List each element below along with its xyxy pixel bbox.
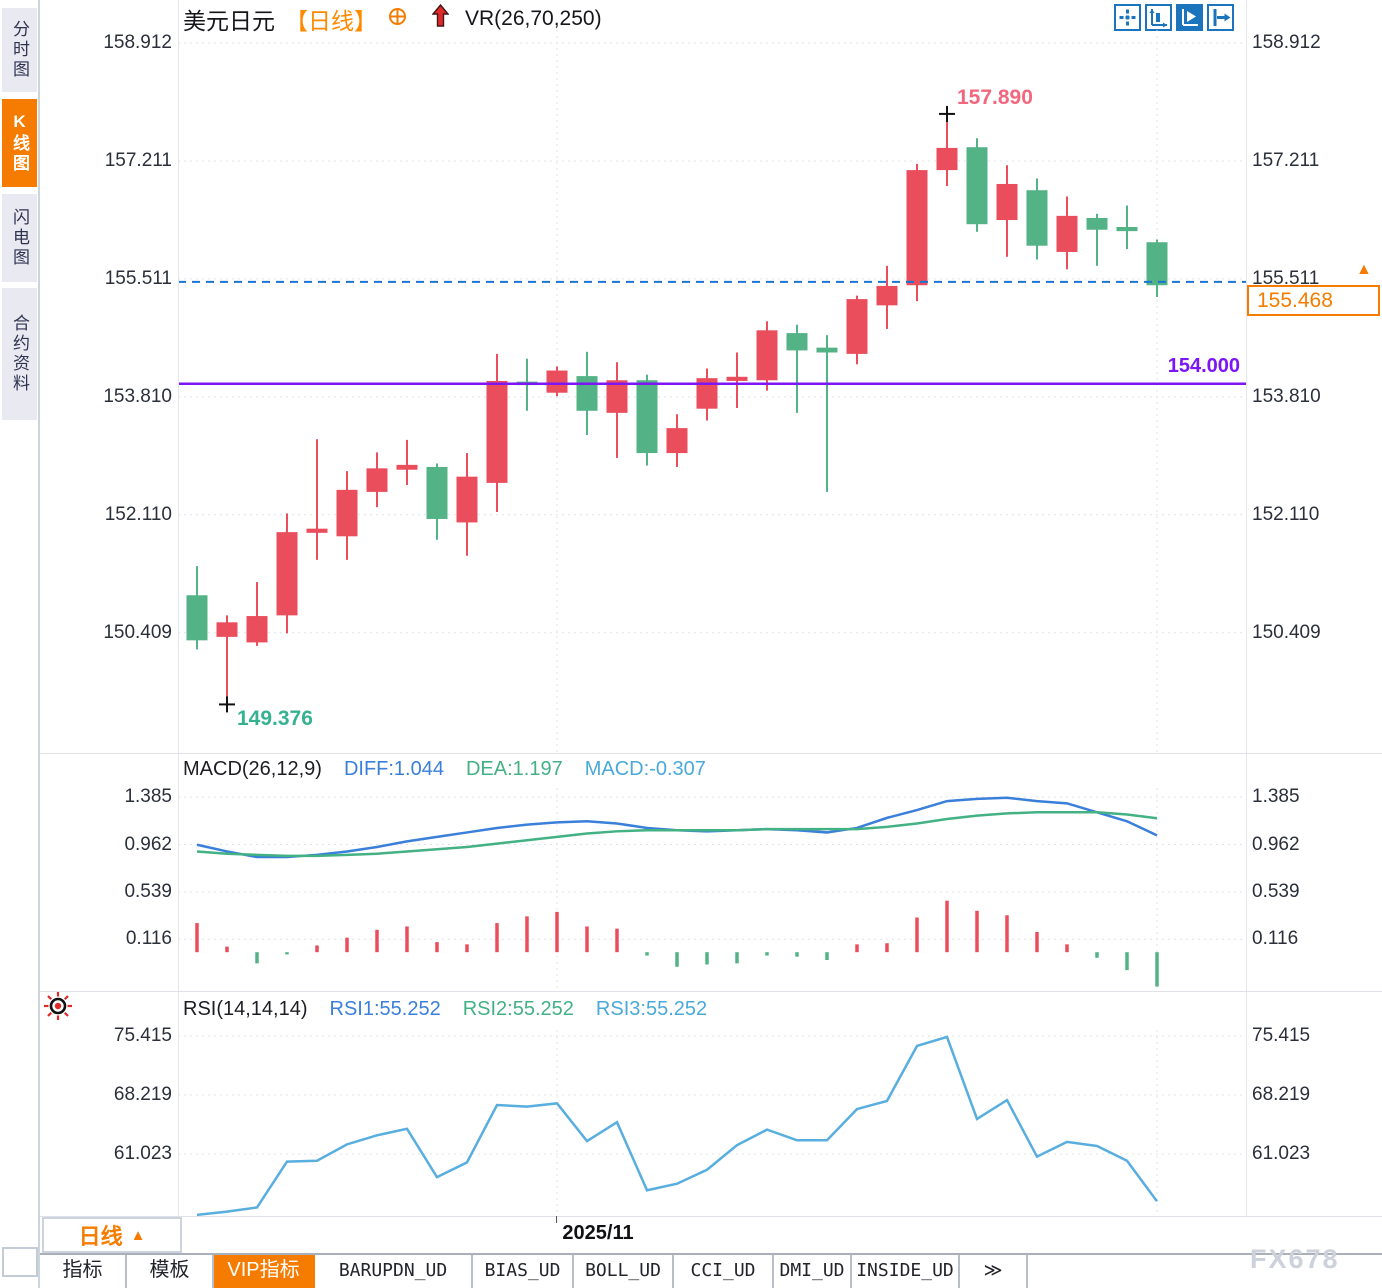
period-button-arrow-icon: ▲: [130, 1226, 146, 1244]
macd-title: MACD(26,12,9): [183, 758, 322, 780]
axis-tick-label: 75.415: [113, 1025, 172, 1047]
tab-bias_ud[interactable]: BIAS_UD: [473, 1255, 574, 1288]
vr-indicator-label: VR(26,70,250): [465, 7, 602, 30]
month-label: 2025/11: [562, 1222, 634, 1244]
axis-tick-label: 153.810: [1252, 385, 1321, 407]
macd-header: MACD(26,12,9) DIFF:1.044 DEA:1.197 MACD:…: [183, 758, 706, 781]
axis-tick-label: 152.110: [104, 503, 172, 525]
axis-tick-label: 158.912: [103, 32, 172, 54]
axis-tick-label: 1.385: [1252, 786, 1300, 808]
axis-tick-label: 68.219: [113, 1084, 172, 1105]
indicator-tabbar: 指标 模板 VIP指标 BARUPDN_UD BIAS_UD BOLL_UD CCI_UD D…: [40, 1253, 1382, 1288]
rsi-header: RSI(14,14,14) RSI1:55.252 RSI2:55.252 RS…: [183, 998, 707, 1021]
period-selector-button[interactable]: 日线 ▲: [42, 1217, 182, 1253]
axis-play-icon[interactable]: [1176, 4, 1203, 31]
axis-tick-label: 68.219: [1252, 1084, 1311, 1105]
sun-marker-icon[interactable]: [42, 990, 74, 1027]
axis-tick-label: 61.023: [113, 1143, 172, 1164]
axis-tick-label: 153.810: [103, 385, 172, 407]
symbol-title: 美元日元: [183, 8, 275, 34]
low-price-label: 149.376: [237, 707, 313, 730]
time-axis-border: [40, 1216, 1382, 1217]
tab-dmi_ud[interactable]: DMI_UD: [774, 1255, 852, 1288]
tab-模板[interactable]: 模板: [127, 1255, 214, 1288]
axis-tick-label: 150.409: [1252, 621, 1321, 643]
candlestick-chart[interactable]: [178, 30, 1246, 752]
axis-tick-label: 150.409: [103, 621, 172, 643]
axis-tick-label: 0.116: [125, 928, 172, 950]
panel-separator-2: [40, 991, 1382, 992]
macd-chart[interactable]: [178, 788, 1246, 988]
axis-zoom-icon[interactable]: [1145, 4, 1172, 31]
current-price-box: 155.468: [1247, 285, 1380, 316]
tab-barupdn_ud[interactable]: BARUPDN_UD: [315, 1255, 473, 1288]
rsi-title: RSI(14,14,14): [183, 998, 308, 1020]
axis-tick-label: 155.511: [1252, 267, 1320, 289]
macd-hist-readout: MACD:-0.307: [584, 758, 706, 780]
axis-tick-label: 75.415: [1252, 1025, 1311, 1047]
axis-tick-label: 157.211: [1252, 150, 1320, 171]
sidebar-item-3[interactable]: 闪电图: [2, 194, 37, 282]
axis-tick-label: 0.539: [124, 880, 172, 902]
axis-tick-label: 158.912: [1252, 32, 1321, 54]
left-sidebar: 分时图 K线图闪电图合约资料: [0, 0, 40, 1288]
support-line-label: 154.000: [1167, 355, 1240, 377]
axis-tick-label: 155.511: [104, 267, 172, 289]
sidebar-item-4[interactable]: 合约资料: [2, 288, 37, 420]
current-price-arrow-icon: ▲: [1356, 261, 1372, 278]
axis-tick-label: 152.110: [1252, 503, 1320, 525]
macd-diff-readout: DIFF:1.044: [343, 758, 444, 780]
crosshair-target-icon[interactable]: [387, 6, 408, 32]
tab-指标[interactable]: 指标: [40, 1255, 127, 1288]
tab-cci_ud[interactable]: CCI_UD: [674, 1255, 774, 1288]
high-price-label: 157.890: [957, 86, 1033, 109]
rsi-chart[interactable]: [178, 1030, 1246, 1216]
tab-boll_ud[interactable]: BOLL_UD: [574, 1255, 674, 1288]
tab-≫[interactable]: ≫: [960, 1255, 1028, 1288]
buy-signal-arrow-icon: [431, 3, 450, 34]
plot-left-border: [178, 0, 179, 1253]
period-button-label: 日线: [78, 1224, 123, 1249]
rsi1-readout: RSI1:55.252: [329, 998, 441, 1020]
chart-header: 美元日元 【日线】 VR(26,70,250): [183, 3, 602, 34]
bottom-corner-box: [2, 1247, 38, 1277]
sidebar-divider: [38, 0, 40, 1288]
rsi2-readout: RSI2:55.252: [462, 998, 574, 1020]
pan-crosshair-icon[interactable]: [1114, 4, 1141, 31]
rsi3-readout: RSI3:55.252: [595, 998, 708, 1020]
chart-toolbar: [1114, 4, 1234, 31]
axis-tick-label: 61.023: [1252, 1143, 1311, 1164]
tab-vip指标[interactable]: VIP指标: [214, 1255, 315, 1288]
sidebar-item-2[interactable]: K线图: [2, 99, 37, 187]
shift-right-icon[interactable]: [1207, 4, 1234, 31]
plot-right-border: [1246, 0, 1247, 1216]
tab-inside_ud[interactable]: INSIDE_UD: [852, 1255, 960, 1288]
axis-tick-label: 157.211: [104, 150, 172, 171]
watermark: FX678: [1250, 1244, 1340, 1274]
axis-tick-label: 0.962: [1252, 833, 1300, 855]
sidebar-item-1[interactable]: 分时图: [2, 8, 37, 92]
axis-tick-label: 0.539: [1252, 880, 1300, 902]
macd-dea-readout: DEA:1.197: [465, 758, 563, 780]
axis-tick-label: 0.116: [1252, 928, 1299, 950]
month-tick: [556, 1216, 557, 1223]
period-tag: 【日线】: [285, 8, 377, 34]
axis-tick-label: 1.385: [124, 786, 172, 808]
panel-separator-1: [40, 753, 1382, 754]
axis-tick-label: 0.962: [124, 833, 172, 855]
